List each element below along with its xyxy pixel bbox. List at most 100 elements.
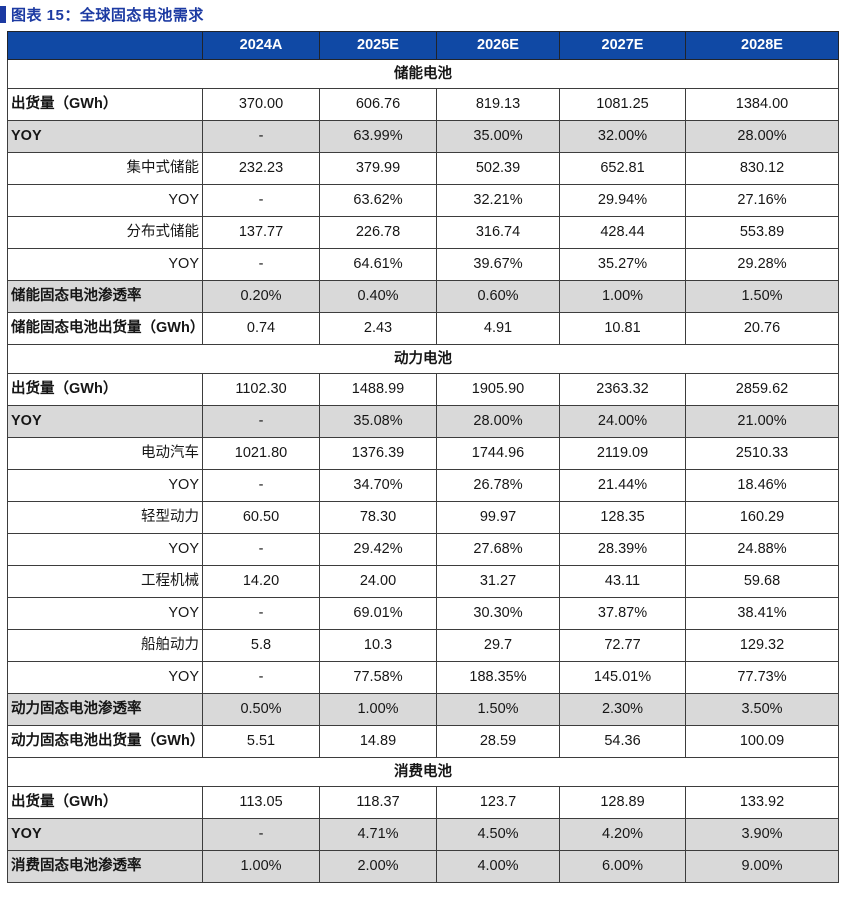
value-cell: 3.50% bbox=[685, 693, 839, 726]
table-row: 储能固态电池渗透率 0.20% 0.40% 0.60% 1.00% 1.50% bbox=[7, 280, 839, 313]
value-cell: 24.00 bbox=[319, 565, 437, 598]
value-cell: 43.11 bbox=[559, 565, 686, 598]
value-cell: 0.50% bbox=[202, 693, 320, 726]
value-cell: 39.67% bbox=[436, 248, 560, 281]
value-cell: 64.61% bbox=[319, 248, 437, 281]
value-cell: 1.50% bbox=[685, 280, 839, 313]
row-label: 出货量（GWh） bbox=[7, 373, 203, 406]
value-cell: 2.30% bbox=[559, 693, 686, 726]
value-cell: 2119.09 bbox=[559, 437, 686, 470]
row-label: 轻型动力 bbox=[7, 501, 203, 534]
value-cell: 379.99 bbox=[319, 152, 437, 185]
value-cell: 133.92 bbox=[685, 786, 839, 819]
row-label: YOY bbox=[7, 597, 203, 630]
value-cell: 35.27% bbox=[559, 248, 686, 281]
value-cell: 4.91 bbox=[436, 312, 560, 345]
value-cell: 10.3 bbox=[319, 629, 437, 662]
figure-title: 图表 15：全球固态电池需求 bbox=[11, 6, 204, 24]
value-cell: 28.00% bbox=[436, 405, 560, 438]
section-title: 消费电池 bbox=[7, 757, 839, 787]
value-cell: 5.51 bbox=[202, 725, 320, 758]
value-cell: 29.94% bbox=[559, 184, 686, 217]
value-cell: 502.39 bbox=[436, 152, 560, 185]
row-label: YOY bbox=[7, 818, 203, 851]
table-row: 储能固态电池出货量（GWh） 0.74 2.43 4.91 10.81 20.76 bbox=[7, 312, 839, 345]
value-cell: 0.74 bbox=[202, 312, 320, 345]
row-label: 船舶动力 bbox=[7, 629, 203, 662]
value-cell: 29.28% bbox=[685, 248, 839, 281]
value-cell: 14.20 bbox=[202, 565, 320, 598]
value-cell: 77.73% bbox=[685, 661, 839, 694]
value-cell: 128.35 bbox=[559, 501, 686, 534]
table-row: 出货量（GWh） 113.05 118.37 123.7 128.89 133.92 bbox=[7, 786, 839, 819]
value-cell: 4.00% bbox=[436, 850, 560, 883]
value-cell: 1.00% bbox=[319, 693, 437, 726]
value-cell: - bbox=[202, 661, 320, 694]
value-cell: 4.20% bbox=[559, 818, 686, 851]
value-cell: 21.44% bbox=[559, 469, 686, 502]
value-cell: 428.44 bbox=[559, 216, 686, 249]
value-cell: - bbox=[202, 818, 320, 851]
value-cell: 20.76 bbox=[685, 312, 839, 345]
row-label: YOY bbox=[7, 405, 203, 438]
table-row: YOY -4.71% 4.50% 4.20% 3.90% bbox=[7, 818, 839, 851]
value-cell: 28.59 bbox=[436, 725, 560, 758]
value-cell: 5.8 bbox=[202, 629, 320, 662]
section-row: 动力电池 bbox=[7, 344, 839, 374]
value-cell: 6.00% bbox=[559, 850, 686, 883]
row-label: 集中式储能 bbox=[7, 152, 203, 185]
value-cell: 652.81 bbox=[559, 152, 686, 185]
row-label: 动力固态电池渗透率 bbox=[7, 693, 203, 726]
row-label: YOY bbox=[7, 469, 203, 502]
table-row: 出货量（GWh） 370.00 606.76 819.13 1081.25 1384.00 bbox=[7, 88, 839, 121]
value-cell: 28.39% bbox=[559, 533, 686, 566]
value-cell: 4.71% bbox=[319, 818, 437, 851]
value-cell: 35.00% bbox=[436, 120, 560, 153]
table-row: YOY -64.61% 39.67% 35.27% 29.28% bbox=[7, 248, 839, 281]
table-row: 船舶动力 5.8 10.3 29.7 72.77 129.32 bbox=[7, 629, 839, 662]
row-label: YOY bbox=[7, 120, 203, 153]
table-row: YOY -29.42% 27.68% 28.39% 24.88% bbox=[7, 533, 839, 566]
value-cell: 1384.00 bbox=[685, 88, 839, 121]
value-cell: 69.01% bbox=[319, 597, 437, 630]
table-row: YOY -77.58% 188.35% 145.01% 77.73% bbox=[7, 661, 839, 694]
column-header: 2024A bbox=[202, 31, 320, 60]
table-row: 动力固态电池渗透率 0.50% 1.00% 1.50% 2.30% 3.50% bbox=[7, 693, 839, 726]
value-cell: 27.16% bbox=[685, 184, 839, 217]
row-label: 储能固态电池渗透率 bbox=[7, 280, 203, 313]
value-cell: 113.05 bbox=[202, 786, 320, 819]
table-row: 电动汽车 1021.80 1376.39 1744.96 2119.09 2510.33 bbox=[7, 437, 839, 470]
value-cell: 32.21% bbox=[436, 184, 560, 217]
value-cell: 0.20% bbox=[202, 280, 320, 313]
value-cell: 28.00% bbox=[685, 120, 839, 153]
value-cell: 830.12 bbox=[685, 152, 839, 185]
table-row: 分布式储能 137.77 226.78 316.74 428.44 553.89 bbox=[7, 216, 839, 249]
value-cell: 2510.33 bbox=[685, 437, 839, 470]
value-cell: 24.88% bbox=[685, 533, 839, 566]
row-label: 消费固态电池渗透率 bbox=[7, 850, 203, 883]
value-cell: 37.87% bbox=[559, 597, 686, 630]
value-cell: 123.7 bbox=[436, 786, 560, 819]
table-body: 储能电池 出货量（GWh） 370.00 606.76 819.13 1081.25 138… bbox=[7, 59, 839, 883]
column-header-empty bbox=[7, 31, 203, 60]
row-label: 储能固态电池出货量（GWh） bbox=[7, 312, 203, 345]
value-cell: - bbox=[202, 405, 320, 438]
table-row: YOY -63.99% 35.00% 32.00% 28.00% bbox=[7, 120, 839, 153]
value-cell: 370.00 bbox=[202, 88, 320, 121]
column-header: 2027E bbox=[559, 31, 686, 60]
value-cell: 2.00% bbox=[319, 850, 437, 883]
value-cell: 160.29 bbox=[685, 501, 839, 534]
table-row: 集中式储能 232.23 379.99 502.39 652.81 830.12 bbox=[7, 152, 839, 185]
value-cell: 26.78% bbox=[436, 469, 560, 502]
value-cell: 2363.32 bbox=[559, 373, 686, 406]
table-row: YOY -69.01% 30.30% 37.87% 38.41% bbox=[7, 597, 839, 630]
value-cell: 1744.96 bbox=[436, 437, 560, 470]
row-label: 出货量（GWh） bbox=[7, 786, 203, 819]
value-cell: 1021.80 bbox=[202, 437, 320, 470]
value-cell: 606.76 bbox=[319, 88, 437, 121]
value-cell: 14.89 bbox=[319, 725, 437, 758]
value-cell: 29.7 bbox=[436, 629, 560, 662]
value-cell: 1905.90 bbox=[436, 373, 560, 406]
value-cell: - bbox=[202, 120, 320, 153]
value-cell: 1488.99 bbox=[319, 373, 437, 406]
